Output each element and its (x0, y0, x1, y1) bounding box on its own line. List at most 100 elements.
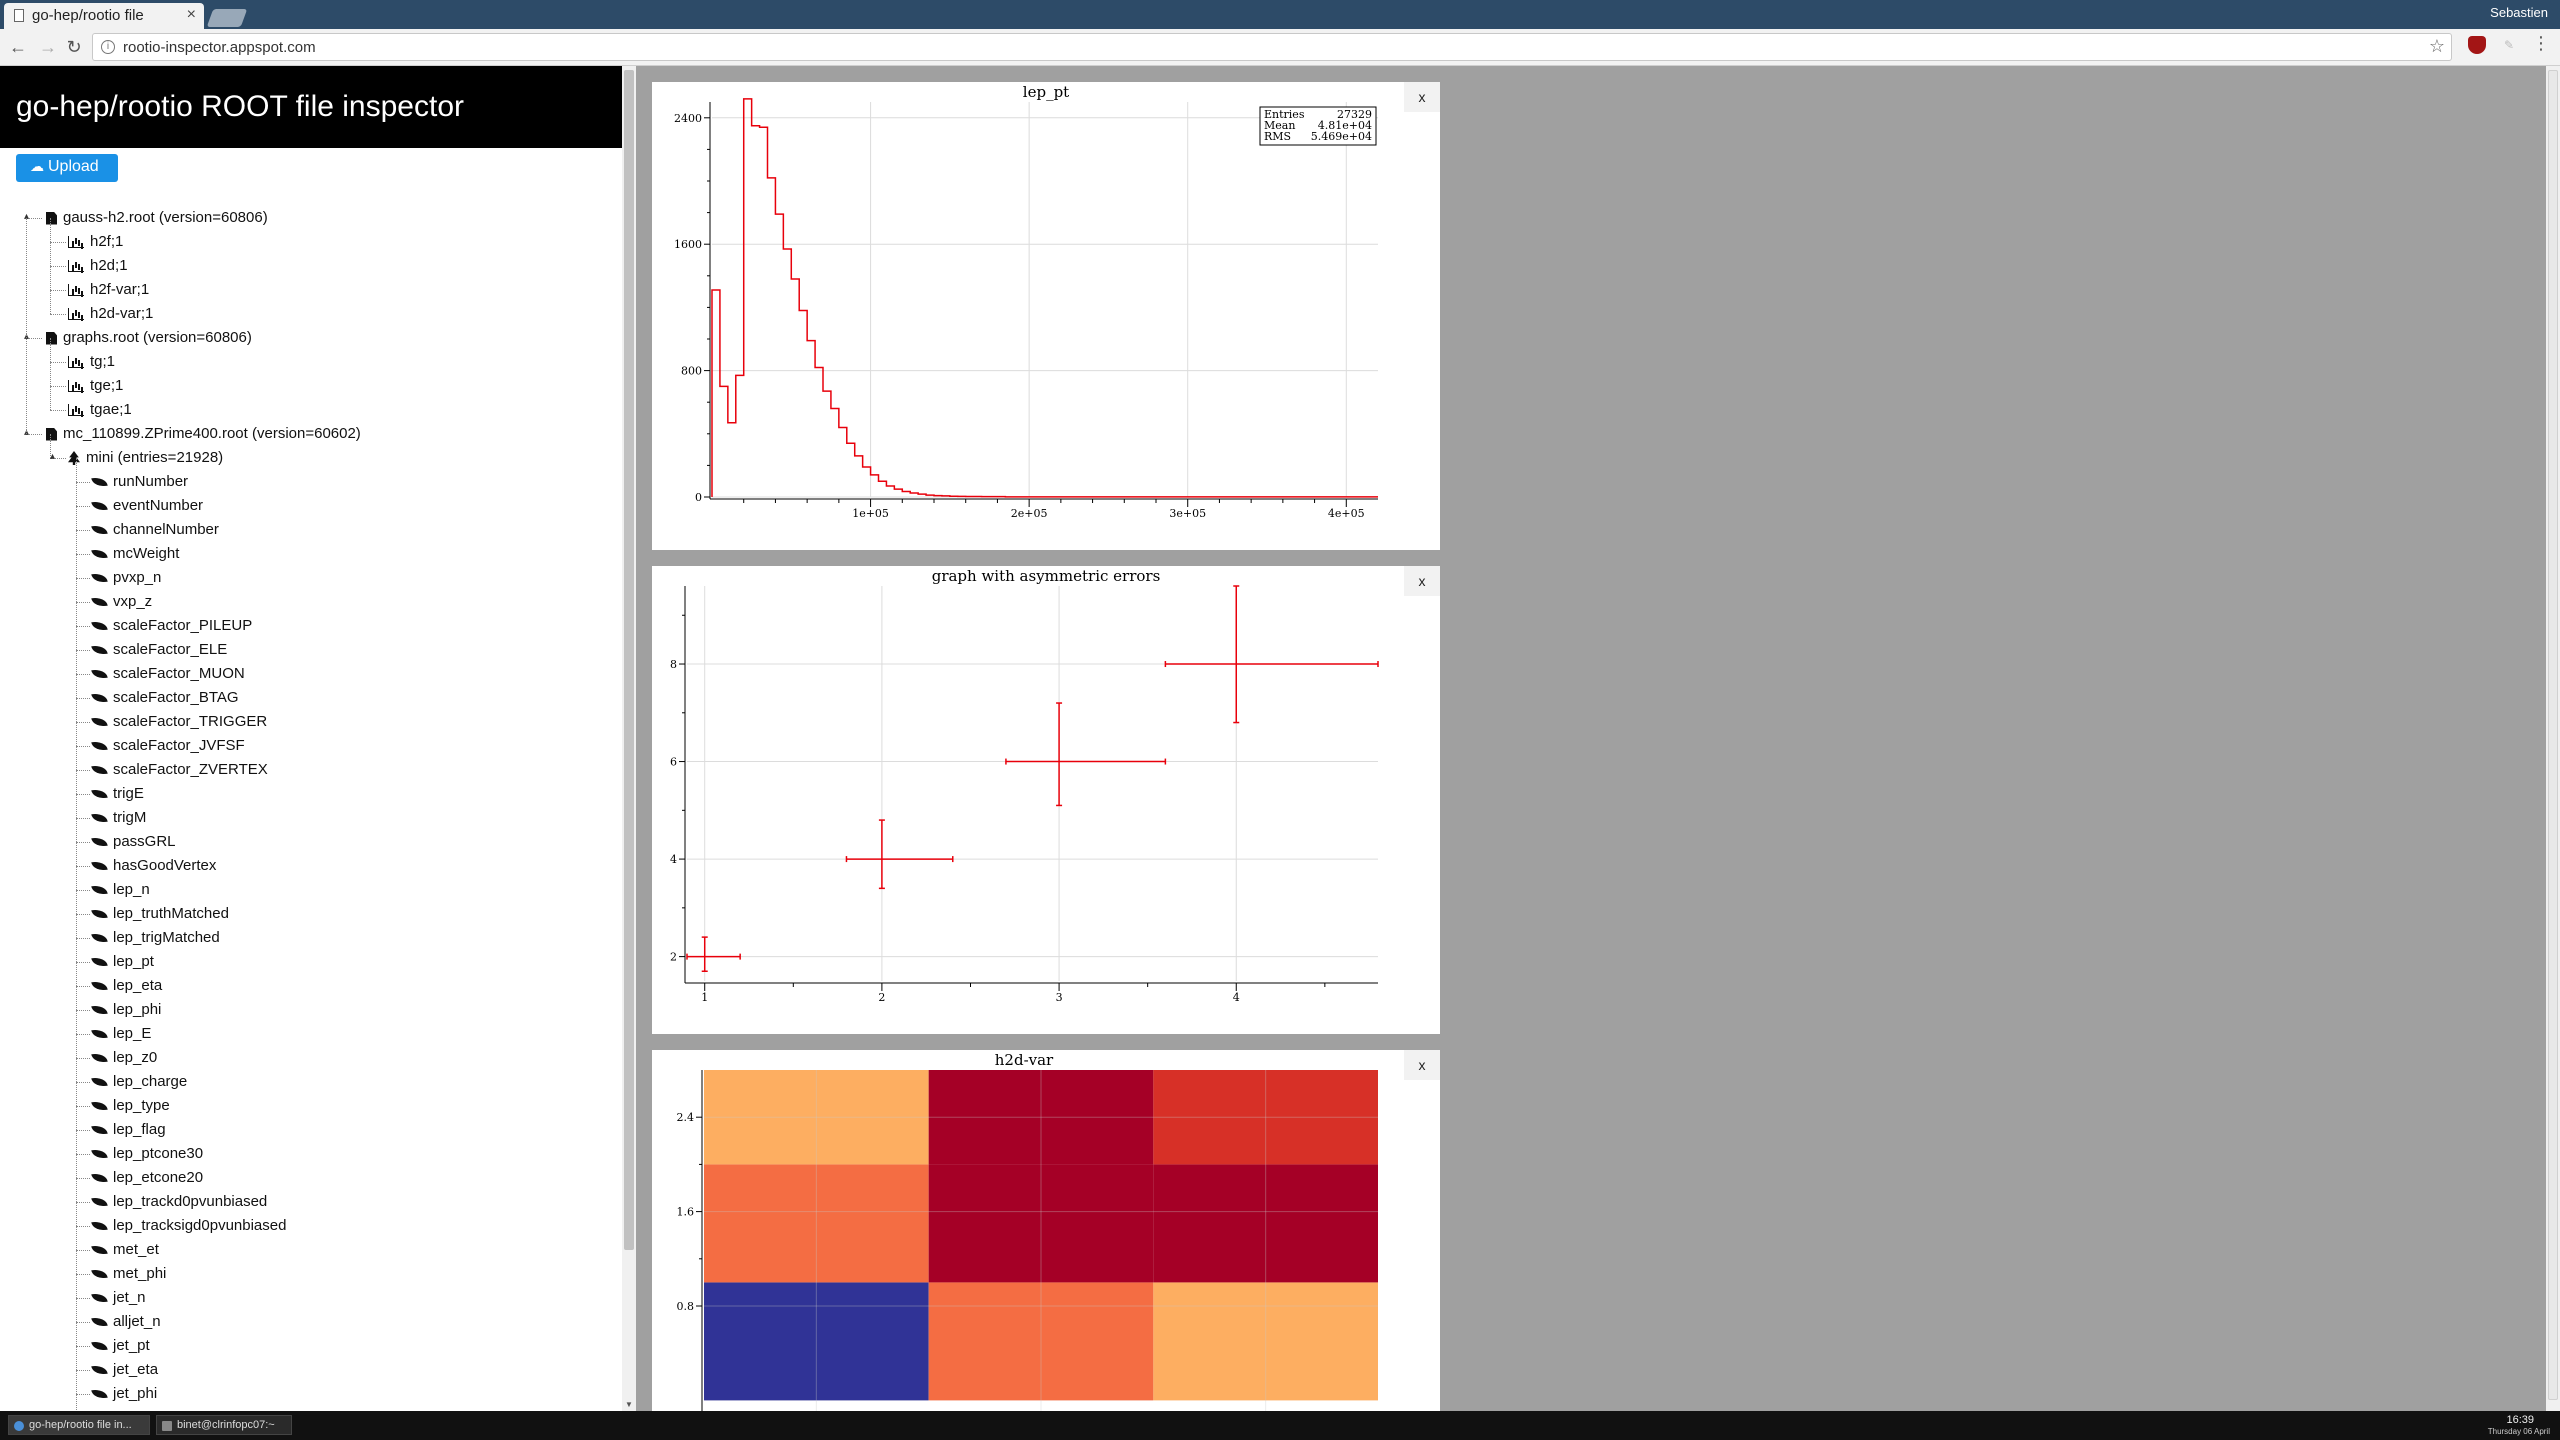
branch-leaf-icon (91, 1195, 108, 1209)
tree-object-node[interactable]: tg;1 (68, 350, 115, 374)
tree-node-label: lep_n (113, 881, 150, 898)
tree-branch-node[interactable]: scaleFactor_ELE (91, 638, 227, 662)
tree-file-node[interactable]: graphs.root (version=60806) (46, 326, 252, 350)
tree-branch-node[interactable]: scaleFactor_BTAG (91, 686, 239, 710)
tree-branch-node[interactable]: pvxp_n (91, 566, 161, 590)
back-arrow-icon[interactable]: ← (9, 37, 27, 57)
profile-name[interactable]: Sebastien (2490, 5, 2548, 20)
tab-active[interactable]: go-hep/rootio file × (4, 3, 204, 29)
tree-branch-node[interactable]: lep_truthMatched (91, 902, 229, 926)
branch-leaf-icon (91, 1171, 108, 1185)
tree-branch-node[interactable]: scaleFactor_PILEUP (91, 614, 252, 638)
tree-file-node[interactable]: mc_110899.ZPrime400.root (version=60602) (46, 422, 361, 446)
tree-branch-node[interactable]: vxp_z (91, 590, 152, 614)
root-file-icon (46, 211, 57, 225)
tree-branch-node[interactable]: lep_flag (91, 1118, 166, 1142)
tree-branch-node[interactable]: passGRL (91, 830, 176, 854)
page-scrollbar[interactable] (2546, 66, 2560, 1411)
tree-branch-node[interactable]: scaleFactor_MUON (91, 662, 245, 686)
tree-branch-node[interactable]: eventNumber (91, 494, 203, 518)
chart-title: lep_pt (1023, 83, 1069, 101)
address-bar[interactable]: i rootio-inspector.appspot.com ☆ (92, 33, 2452, 61)
clock-time[interactable]: 16:39 (2506, 1414, 2534, 1426)
tree-branch-node[interactable]: hasGoodVertex (91, 854, 216, 878)
tree-node-label: jet_phi (113, 1385, 158, 1402)
tree-branch-node[interactable]: lep_trackd0pvunbiased (91, 1190, 267, 1214)
left-scrollbar[interactable]: ▼ (622, 66, 636, 1411)
tree-branch-node[interactable]: met_phi (91, 1262, 166, 1286)
y-tick-label: 2400 (674, 112, 702, 125)
taskbar-item-terminal[interactable]: binet@clrinfopc07:~ (156, 1415, 292, 1435)
new-tab-button[interactable] (206, 9, 248, 27)
tree-branch-node[interactable]: met_et (91, 1238, 159, 1262)
tab-close-icon[interactable]: × (186, 6, 196, 23)
taskbar-item-browser[interactable]: go-hep/rootio file in... (8, 1415, 150, 1435)
bookmark-star-icon[interactable]: ☆ (2428, 36, 2445, 56)
close-panel-button[interactable]: x (1404, 82, 1440, 112)
tree-branch-node[interactable]: lep_eta (91, 974, 162, 998)
tree-object-node[interactable]: h2d;1 (68, 254, 128, 278)
browser-menu-icon[interactable]: ⋮ (2532, 33, 2550, 53)
tree-connector (50, 386, 66, 387)
tree-branch-node[interactable]: lep_pt (91, 950, 154, 974)
tree-branch-node[interactable]: alljet_n (91, 1310, 161, 1334)
x-tick-label: 3e+05 (1169, 507, 1206, 520)
scroll-down-icon[interactable]: ▼ (625, 1400, 633, 1409)
tree-branch-node[interactable]: jet_phi (91, 1382, 158, 1406)
reload-icon[interactable]: ↻ (66, 37, 82, 57)
tree-object-node[interactable]: tge;1 (68, 374, 123, 398)
tree-connector (50, 242, 66, 243)
tree-branch-node[interactable]: lep_z0 (91, 1046, 157, 1070)
tree-connector (76, 554, 90, 555)
y-tick-label: 6 (670, 756, 677, 769)
tree-branch-node[interactable]: lep_type (91, 1094, 170, 1118)
tree-branch-node[interactable]: scaleFactor_JVFSF (91, 734, 245, 758)
tree-branch-node[interactable]: trigE (91, 782, 144, 806)
tree-connector (76, 482, 90, 483)
tree-branch-node[interactable]: lep_phi (91, 998, 161, 1022)
collapse-toggle-icon[interactable]: ▴ (50, 451, 56, 462)
tree-branch-node[interactable]: scaleFactor_ZVERTEX (91, 758, 268, 782)
branch-leaf-icon (91, 523, 108, 537)
tree-branch-node[interactable]: lep_ptcone30 (91, 1142, 204, 1166)
tree-branch-node[interactable]: lep_n (91, 878, 150, 902)
x-tick-label: 1 (701, 991, 708, 1004)
close-panel-button[interactable]: x (1404, 1050, 1440, 1080)
tree-file-node[interactable]: gauss-h2.root (version=60806) (46, 206, 268, 230)
scrollbar-thumb[interactable] (624, 70, 634, 1250)
data-point (845, 819, 954, 890)
file-tree-panel: go-hep/rootio ROOT file inspector ☁ Uploa… (0, 66, 622, 1411)
ublock-shield-icon[interactable] (2468, 36, 2486, 54)
tree-branch-node[interactable]: jet_pt (91, 1334, 150, 1358)
tree-object-node[interactable]: h2f-var;1 (68, 278, 149, 302)
tree-branch-node[interactable]: lep_charge (91, 1070, 187, 1094)
tree-object-node[interactable]: h2f;1 (68, 230, 123, 254)
tree-object-node[interactable]: tgae;1 (68, 398, 132, 422)
extension-icon[interactable]: ✎ (2503, 38, 2515, 52)
tree-node-label: lep_ptcone30 (113, 1145, 204, 1162)
tree-branch-node[interactable]: trigM (91, 806, 146, 830)
tree-branch-node[interactable]: mcWeight (91, 542, 179, 566)
collapse-toggle-icon[interactable]: ▴ (24, 211, 30, 222)
upload-button[interactable]: ☁ Upload (16, 154, 118, 182)
branch-leaf-icon (91, 667, 108, 681)
tree-branch-node[interactable]: scaleFactor_TRIGGER (91, 710, 267, 734)
url-text: rootio-inspector.appspot.com (123, 39, 316, 56)
tree-ttree-node[interactable]: mini (entries=21928) (68, 446, 223, 470)
branch-leaf-icon (91, 547, 108, 561)
info-icon[interactable]: i (101, 40, 115, 54)
tree-branch-node[interactable]: lep_etcone20 (91, 1166, 203, 1190)
tree-branch-node[interactable]: runNumber (91, 470, 188, 494)
tree-node-label: h2f-var;1 (90, 281, 150, 298)
close-panel-button[interactable]: x (1404, 566, 1440, 596)
tree-branch-node[interactable]: jet_n (91, 1286, 146, 1310)
forward-arrow-icon[interactable]: → (39, 37, 57, 57)
tree-node-label: tge;1 (90, 377, 124, 394)
tree-branch-node[interactable]: channelNumber (91, 518, 219, 542)
page-scrollbar-thumb[interactable] (2548, 70, 2558, 1400)
tree-branch-node[interactable]: lep_E (91, 1022, 151, 1046)
tree-object-node[interactable]: h2d-var;1 (68, 302, 153, 326)
tree-branch-node[interactable]: jet_eta (91, 1358, 158, 1382)
tree-branch-node[interactable]: lep_trigMatched (91, 926, 220, 950)
tree-branch-node[interactable]: lep_tracksigd0pvunbiased (91, 1214, 286, 1238)
